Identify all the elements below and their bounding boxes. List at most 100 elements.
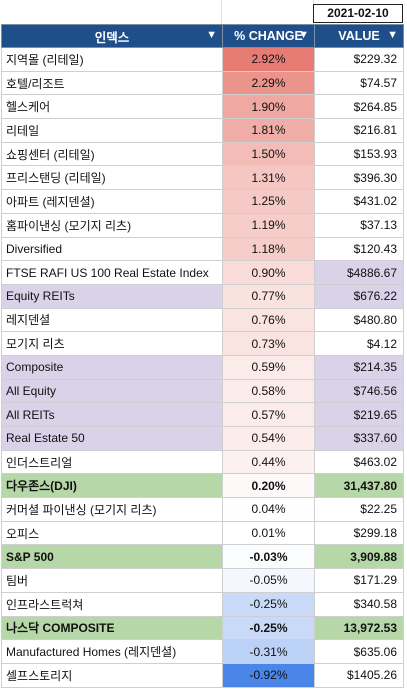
index-name-cell[interactable]: 레지덴셜	[1, 307, 223, 333]
index-name-cell[interactable]: Diversified	[1, 236, 223, 262]
index-name-cell[interactable]: 프리스탠딩 (리테일)	[1, 165, 223, 191]
index-name-cell[interactable]: Composite	[1, 354, 223, 380]
percent-change-cell[interactable]: 0.73%	[222, 331, 315, 356]
table-row: 헬스케어 1.90% $264.85	[1, 94, 404, 120]
percent-change-cell[interactable]: 0.20%	[222, 473, 315, 499]
percent-change-cell[interactable]: 2.29%	[222, 70, 315, 96]
index-name-cell[interactable]: Real Estate 50	[1, 426, 223, 451]
percent-change-cell[interactable]: 0.90%	[222, 260, 315, 285]
value-cell[interactable]: $171.29	[314, 568, 404, 593]
index-name-cell[interactable]: 인더스트리얼	[1, 449, 223, 475]
value-cell[interactable]: $4.12	[314, 331, 404, 356]
value-cell[interactable]: $480.80	[314, 307, 404, 333]
value-cell[interactable]: $216.81	[314, 118, 404, 143]
value-cell[interactable]: $299.18	[314, 520, 404, 546]
percent-change-cell[interactable]: 0.44%	[222, 449, 315, 475]
value-cell[interactable]: $337.60	[314, 426, 404, 451]
percent-change-cell[interactable]: 0.54%	[222, 426, 315, 451]
value-cell[interactable]: $74.57	[314, 70, 404, 96]
index-name-cell[interactable]: 지역몰 (리테일)	[1, 47, 223, 72]
percent-change-cell[interactable]: 0.01%	[222, 520, 315, 546]
index-name-cell[interactable]: 커머셜 파이낸싱 (모기지 리츠)	[1, 497, 223, 522]
percent-change-cell[interactable]: 0.59%	[222, 354, 315, 380]
percent-change-cell[interactable]: -0.03%	[222, 544, 315, 570]
percent-change-cell[interactable]: -0.25%	[222, 591, 315, 617]
index-name-cell[interactable]: 호텔/리조트	[1, 70, 223, 96]
header-value[interactable]: VALUE ▼︎	[314, 24, 404, 48]
percent-change-cell[interactable]: -0.31%	[222, 639, 315, 664]
table-row: 다우존스(DJI) 0.20% 31,437.80	[1, 473, 404, 499]
index-name-cell[interactable]: 인프라스트럭쳐	[1, 591, 223, 617]
percent-change-cell[interactable]: 1.50%	[222, 141, 315, 167]
index-name-cell[interactable]: 오피스	[1, 520, 223, 546]
table-row: Composite 0.59% $214.35	[1, 354, 404, 380]
table-row: 셀프스토리지 -0.92% $1405.26	[1, 662, 404, 688]
value-cell[interactable]: $214.35	[314, 354, 404, 380]
index-name-cell[interactable]: FTSE RAFI US 100 Real Estate Index	[1, 260, 223, 285]
value-cell[interactable]: $153.93	[314, 141, 404, 167]
table-row: All Equity 0.58% $746.56	[1, 378, 404, 404]
filter-icon[interactable]: ▼︎	[206, 29, 217, 41]
value-cell[interactable]: 13,972.53	[314, 615, 404, 641]
percent-change-cell[interactable]: 1.31%	[222, 165, 315, 191]
value-cell[interactable]: $396.30	[314, 165, 404, 191]
index-name-cell[interactable]: 셀프스토리지	[1, 662, 223, 688]
value-cell[interactable]: 31,437.80	[314, 473, 404, 499]
table-row: 홈파이낸싱 (모기지 리츠) 1.19% $37.13	[1, 212, 404, 238]
percent-change-cell[interactable]: 1.90%	[222, 94, 315, 120]
percent-change-cell[interactable]: 1.19%	[222, 212, 315, 238]
percent-change-cell[interactable]: 1.25%	[222, 189, 315, 214]
value-cell[interactable]: $264.85	[314, 94, 404, 120]
table-row: 호텔/리조트 2.29% $74.57	[1, 70, 404, 96]
value-cell[interactable]: 3,909.88	[314, 544, 404, 570]
header-index[interactable]: 인덱스 ▼︎	[1, 24, 223, 48]
value-cell[interactable]: $676.22	[314, 283, 404, 309]
header-index-label: 인덱스	[94, 30, 130, 45]
index-name-cell[interactable]: 아파트 (레지덴셜)	[1, 189, 223, 214]
percent-change-cell[interactable]: 1.81%	[222, 118, 315, 143]
index-name-cell[interactable]: S&P 500	[1, 544, 223, 570]
value-cell[interactable]: $22.25	[314, 497, 404, 522]
percent-change-cell[interactable]: 0.04%	[222, 497, 315, 522]
percent-change-cell[interactable]: 0.58%	[222, 378, 315, 404]
index-name-cell[interactable]: All REITs	[1, 402, 223, 427]
value-cell[interactable]: $635.06	[314, 639, 404, 664]
date-cell[interactable]: 2021-02-10	[313, 4, 403, 23]
value-cell[interactable]: $120.43	[314, 236, 404, 262]
percent-change-cell[interactable]: -0.25%	[222, 615, 315, 641]
table-row: 아파트 (레지덴셜) 1.25% $431.02	[1, 189, 404, 214]
index-name-cell[interactable]: 리테일	[1, 118, 223, 143]
value-cell[interactable]: $431.02	[314, 189, 404, 214]
percent-change-cell[interactable]: 2.92%	[222, 47, 315, 72]
index-name-cell[interactable]: Equity REITs	[1, 283, 223, 309]
value-cell[interactable]: $4886.67	[314, 260, 404, 285]
value-cell[interactable]: $219.65	[314, 402, 404, 427]
percent-change-cell[interactable]: 0.76%	[222, 307, 315, 333]
index-name-cell[interactable]: 팀버	[1, 568, 223, 593]
percent-change-cell[interactable]: -0.05%	[222, 568, 315, 593]
value-cell[interactable]: $1405.26	[314, 662, 404, 688]
value-cell[interactable]: $340.58	[314, 591, 404, 617]
value-cell[interactable]: $37.13	[314, 212, 404, 238]
value-cell[interactable]: $229.32	[314, 47, 404, 72]
value-cell[interactable]: $463.02	[314, 449, 404, 475]
index-name-cell[interactable]: 쇼핑센터 (리테일)	[1, 141, 223, 167]
index-name-cell[interactable]: 헬스케어	[1, 94, 223, 120]
percent-change-cell[interactable]: -0.92%	[222, 662, 315, 688]
percent-change-cell[interactable]: 0.57%	[222, 402, 315, 427]
filter-icon[interactable]: ▼︎	[387, 29, 398, 41]
percent-change-cell[interactable]: 0.77%	[222, 283, 315, 309]
index-name-cell[interactable]: 다우존스(DJI)	[1, 473, 223, 499]
table-row: All REITs 0.57% $219.65	[1, 402, 404, 427]
index-name-cell[interactable]: 나스닥 COMPOSITE	[1, 615, 223, 641]
table-row: Manufactured Homes (레지덴셜) -0.31% $635.06	[1, 639, 404, 664]
value-cell[interactable]: $746.56	[314, 378, 404, 404]
header-value-label: VALUE	[338, 29, 380, 43]
header-change[interactable]: % CHANGE ▼︎	[222, 24, 315, 48]
index-name-cell[interactable]: 모기지 리츠	[1, 331, 223, 356]
percent-change-cell[interactable]: 1.18%	[222, 236, 315, 262]
index-name-cell[interactable]: All Equity	[1, 378, 223, 404]
index-name-cell[interactable]: 홈파이낸싱 (모기지 리츠)	[1, 212, 223, 238]
filter-icon[interactable]: ▼︎	[298, 29, 309, 41]
index-name-cell[interactable]: Manufactured Homes (레지덴셜)	[1, 639, 223, 664]
